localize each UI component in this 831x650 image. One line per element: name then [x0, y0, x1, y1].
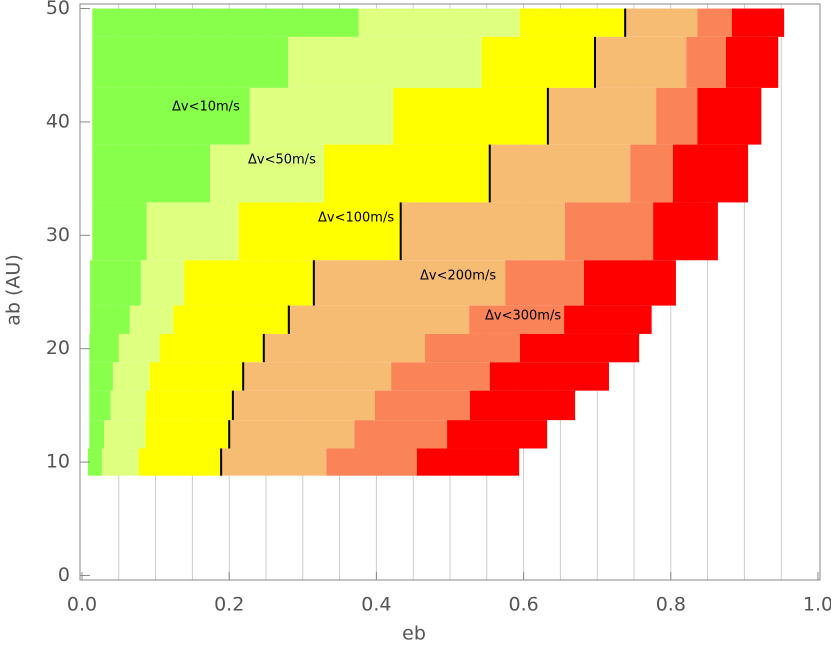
y-tick-label: 0 — [58, 564, 70, 586]
x-tick-label: 0.0 — [67, 594, 97, 616]
zone-segment — [447, 420, 548, 449]
zone-segment — [238, 202, 401, 261]
x-tick-label: 0.4 — [361, 594, 391, 616]
zone-segment — [505, 260, 584, 306]
zone-segment — [489, 144, 631, 203]
zone-segment — [149, 362, 244, 391]
zone-segment — [594, 36, 687, 88]
zone-segment — [374, 390, 470, 421]
zone-segment — [146, 202, 239, 261]
zone-segment — [393, 87, 548, 145]
zone-segment — [630, 144, 674, 203]
y-tick-label: 30 — [46, 224, 70, 246]
zone-segment — [391, 362, 490, 391]
zone-segment — [110, 390, 147, 421]
zone-segment — [89, 362, 113, 391]
zone-segment — [184, 260, 314, 306]
zone-segment — [90, 260, 141, 306]
zone-segment — [138, 448, 222, 476]
annotation: Δv<200m/s — [420, 269, 496, 284]
zone-segment — [221, 448, 327, 476]
zone-segment — [416, 448, 520, 476]
zone-segment — [229, 420, 355, 449]
zone-segment — [263, 333, 425, 363]
zone-segment — [160, 333, 264, 363]
zone-segment — [173, 305, 289, 334]
zone-segment — [625, 8, 698, 37]
zone-segment — [547, 87, 657, 145]
y-tick-label: 40 — [46, 110, 70, 132]
zone-segment — [726, 36, 779, 88]
x-tick-label: 1.0 — [803, 594, 831, 616]
zone-segment — [87, 448, 102, 476]
zone-segment — [243, 362, 392, 391]
x-tick-label: 0.2 — [214, 594, 244, 616]
annotation: Δv<300m/s — [485, 309, 561, 324]
zone-segment — [564, 305, 652, 334]
zone-segment — [210, 144, 325, 203]
plot-frame — [79, 3, 821, 581]
zone-segment — [469, 390, 576, 421]
zone-segment — [424, 333, 520, 363]
zone-segment — [489, 362, 609, 391]
zone-segment — [90, 305, 130, 334]
x-axis-label: eb — [402, 623, 426, 645]
zone-segment — [686, 36, 726, 88]
zone-segment — [92, 87, 250, 145]
zone-segment — [400, 202, 565, 261]
zone-segment — [140, 260, 185, 306]
zone-segment — [358, 8, 520, 37]
zone-segment — [129, 305, 174, 334]
zone-segment — [104, 420, 146, 449]
zone-segment — [481, 36, 595, 88]
zone-segment — [564, 202, 654, 261]
zone-segment — [697, 87, 762, 145]
zone-segment — [469, 305, 565, 334]
zone-segment — [145, 420, 230, 449]
x-tick-label: 0.6 — [508, 594, 538, 616]
zone-segment — [232, 390, 375, 421]
zone-segment — [112, 362, 150, 391]
zone-segment — [118, 333, 161, 363]
zone-segment — [92, 36, 289, 88]
zone-segment — [146, 390, 233, 421]
zone-segment — [89, 333, 119, 363]
zone-segment — [656, 87, 698, 145]
zone-segment — [92, 8, 359, 37]
zone-segment — [519, 8, 626, 37]
zone-segment — [313, 260, 506, 306]
x-tick-label: 0.8 — [656, 594, 686, 616]
zone-segment — [89, 420, 105, 449]
zone-segment — [92, 202, 147, 261]
annotation: Δv<50m/s — [248, 153, 316, 168]
zone-segment — [519, 333, 640, 363]
zone-segment — [697, 8, 732, 37]
zone-segment — [89, 390, 111, 421]
y-axis-label: ab (AU) — [3, 254, 25, 325]
zone-segment — [101, 448, 139, 476]
zone-segment — [324, 144, 490, 203]
zone-segment — [653, 202, 718, 261]
zone-segment — [673, 144, 749, 203]
zone-segment — [731, 8, 785, 37]
y-tick-label: 50 — [46, 0, 70, 19]
zone-segment — [249, 87, 394, 145]
annotation: Δv<10m/s — [172, 100, 240, 115]
zone-segment — [326, 448, 417, 476]
zone-segment — [288, 36, 482, 88]
zone-segment — [583, 260, 676, 306]
zone-segment — [92, 144, 211, 203]
zone-segment — [288, 305, 470, 334]
zone-segment — [354, 420, 448, 449]
y-tick-label: 20 — [46, 337, 70, 359]
y-tick-label: 10 — [46, 451, 70, 473]
annotation: Δv<100m/s — [318, 211, 394, 226]
